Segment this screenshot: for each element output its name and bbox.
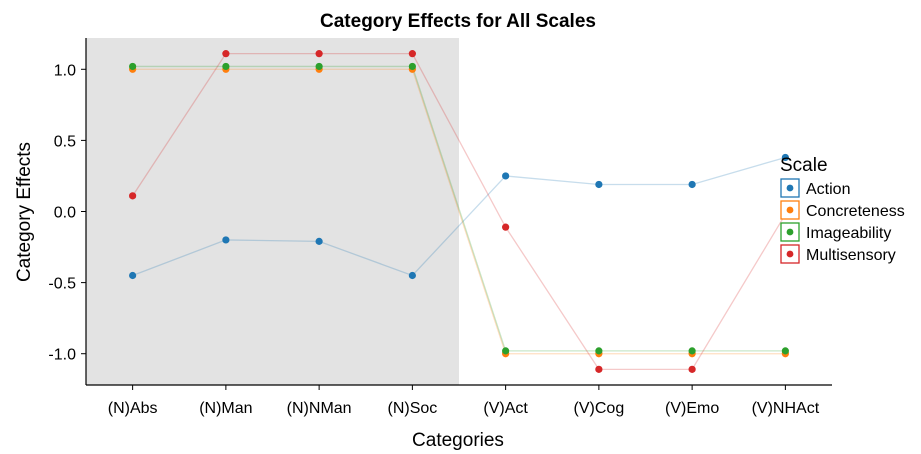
legend-label-concreteness: Concreteness (806, 203, 905, 220)
data-point-action (502, 172, 510, 180)
legend: Scale Action Concreteness Imageability Mult… (780, 155, 905, 264)
x-tick-label: (N)NMan (287, 400, 352, 417)
series-line-imageability (132, 65, 786, 352)
legend-items: Action Concreteness Imageability Multisenso… (780, 178, 905, 264)
y-tick-label: 0.5 (54, 133, 76, 150)
data-point-imageability (129, 62, 137, 71)
x-tick-label: (N)Man (199, 400, 252, 417)
series-lines (132, 52, 786, 371)
data-point-imageability (315, 62, 323, 71)
legend-title: Scale (780, 155, 828, 176)
x-axis-title: Categories (412, 430, 504, 451)
x-tick-label: (N)Abs (108, 400, 158, 417)
data-point-imageability (222, 62, 230, 71)
legend-dot-action (786, 184, 794, 192)
x-tick-label: (V)NHAct (752, 400, 820, 417)
y-tick-label: 0.0 (54, 205, 76, 222)
shaded-noun-region (86, 38, 459, 385)
y-axis-title: Category Effects (14, 142, 35, 282)
legend-dot-imageability (786, 228, 794, 236)
y-tick-label: -1.0 (48, 347, 76, 364)
legend-label-multisensory: Multisensory (806, 247, 896, 264)
data-point-action (408, 271, 416, 280)
series-line-action (132, 156, 786, 277)
y-axis-ticks: 1.0 0.5 0.0 -0.5 -1.0 (48, 62, 86, 364)
data-point-imageability (502, 347, 510, 355)
data-point-multisensory (595, 365, 603, 373)
data-point-imageability (688, 347, 696, 355)
legend-label-imageability: Imageability (806, 225, 891, 242)
y-tick-label: 1.0 (54, 62, 76, 79)
data-point-imageability (408, 62, 416, 71)
series-line-concreteness (132, 68, 786, 355)
data-point-imageability (595, 347, 603, 355)
data-point-multisensory (688, 365, 696, 373)
x-tick-label: (V)Cog (574, 400, 625, 417)
data-point-action (222, 236, 230, 244)
x-tick-label: (V)Emo (665, 400, 719, 417)
data-point-action (781, 153, 789, 162)
data-point-multisensory (315, 50, 323, 58)
x-tick-label: (V)Act (483, 400, 528, 417)
series-points (129, 50, 789, 373)
legend-label-action: Action (806, 181, 850, 198)
series-line-multisensory (132, 52, 786, 371)
x-tick-label: (N)Soc (387, 400, 437, 417)
data-point-action (129, 271, 137, 280)
legend-dot-multisensory (786, 250, 794, 258)
data-point-multisensory (129, 192, 137, 200)
y-tick-label: -0.5 (48, 276, 76, 293)
chart-title: Category Effects for All Scales (320, 11, 596, 32)
data-point-action (595, 180, 603, 189)
data-point-multisensory (222, 50, 230, 58)
x-axis-ticks: (N)Abs (N)Man (N)NMan (N)Soc (V)Act (V)Cog (V)… (108, 385, 820, 417)
data-point-action (315, 237, 323, 245)
legend-dot-concreteness (786, 206, 794, 214)
data-point-multisensory (408, 50, 416, 58)
data-point-multisensory (502, 223, 510, 231)
data-point-imageability (781, 347, 789, 355)
data-point-action (688, 180, 696, 189)
